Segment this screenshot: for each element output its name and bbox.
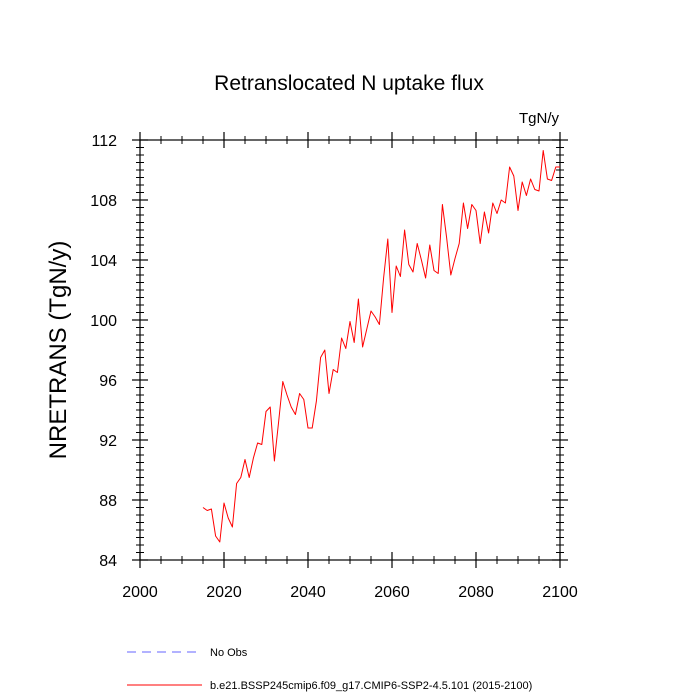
minor-ticks bbox=[136, 136, 564, 564]
chart-title: Retranslocated N uptake flux bbox=[214, 72, 484, 95]
y-tick-label: 96 bbox=[99, 373, 117, 390]
legend: No Obs b.e21.BSSP245cmip6.f09_g17.CMIP6-… bbox=[127, 647, 532, 692]
y-tick-labels: 84 88 92 96 100 104 108 112 bbox=[90, 133, 117, 570]
y-tick-label: 104 bbox=[90, 253, 117, 270]
y-tick-label: 108 bbox=[90, 193, 117, 210]
y-tick-label: 88 bbox=[99, 493, 117, 510]
series-group bbox=[202, 150, 560, 543]
y-axis-label: NRETRANS (TgN/y) bbox=[45, 241, 72, 460]
x-tick-label: 2100 bbox=[542, 584, 578, 601]
x-tick-labels: 2000 2020 2040 2060 2080 2100 bbox=[122, 584, 578, 601]
x-tick-label: 2020 bbox=[206, 584, 242, 601]
x-tick-label: 2000 bbox=[122, 584, 158, 601]
plot-frame bbox=[139, 139, 561, 561]
x-tick-label: 2080 bbox=[458, 584, 494, 601]
y-tick-label: 100 bbox=[90, 313, 117, 330]
x-tick-label: 2060 bbox=[374, 584, 410, 601]
y-tick-label: 92 bbox=[99, 433, 117, 450]
major-ticks bbox=[132, 132, 568, 568]
series-line-model bbox=[202, 150, 560, 543]
legend-label-model: b.e21.BSSP245cmip6.f09_g17.CMIP6-SSP2-4.… bbox=[210, 680, 532, 692]
legend-label-obs: No Obs bbox=[210, 647, 248, 659]
y-tick-label: 84 bbox=[99, 553, 117, 570]
units-label: TgN/y bbox=[519, 110, 560, 127]
y-tick-label: 112 bbox=[91, 133, 117, 150]
x-tick-label: 2040 bbox=[290, 584, 326, 601]
